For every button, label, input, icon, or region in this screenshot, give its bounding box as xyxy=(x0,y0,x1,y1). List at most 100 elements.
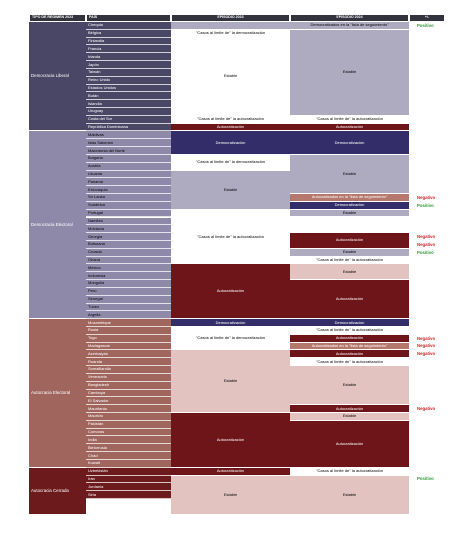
country-rusia: Rusia xyxy=(86,326,171,335)
episode-2023-segment-stable: Estable xyxy=(171,475,290,515)
country-eslovaquia: Eslovaquia xyxy=(86,186,171,195)
country-camboya: Camboya xyxy=(86,389,171,398)
change-positive: Positivo xyxy=(417,22,434,28)
episode-2024-segment-autocratization: Autocratización xyxy=(290,280,409,320)
episode-2023-segment-stable: Estable xyxy=(171,37,290,116)
country-japon: Japón xyxy=(86,61,171,69)
header-change: +/- xyxy=(409,14,445,22)
episode-2024-segment-stable: Estable xyxy=(290,29,409,116)
country-togo: Togo xyxy=(86,334,171,343)
episode-2024-segment-near-limit-autocratization: "Casos al límite de" la autocratización xyxy=(290,358,409,367)
country-peru: Perú xyxy=(86,287,171,296)
header-country: PAÍS xyxy=(86,14,171,22)
episode-2024-segment-watchlist-democratized: Democratizados en la "lista de seguimien… xyxy=(290,22,409,30)
country-georgia: Georgia xyxy=(86,233,171,241)
country-moldavia: Moldavia xyxy=(86,225,171,234)
country-butan: Bután xyxy=(86,92,171,101)
country-azerbaiyan: Azerbaiyán xyxy=(86,350,171,359)
country-estados-unidos: Estados Unidos xyxy=(86,84,171,93)
change-positive: Positivo xyxy=(417,476,434,482)
country-islandia: Islandia xyxy=(86,100,171,108)
country-mexico: México xyxy=(86,264,171,273)
country-bielorrusia: Bielorrusia xyxy=(86,444,171,453)
country-siria: Siria xyxy=(86,491,171,499)
country-sri-lanka: Sri Lanka xyxy=(86,194,171,202)
country-lituania: Lituania xyxy=(86,170,171,179)
change-negative: Negativo xyxy=(417,241,436,247)
country-francia: Francia xyxy=(86,45,171,54)
change-negative: Negativo xyxy=(417,194,436,200)
country-indonesia: Indonesia xyxy=(86,272,171,281)
episode-2023-segment-near-limit-autocratization: "Casos al límite de" la autocratización xyxy=(171,115,290,124)
episode-2023-segment-stable: Estable xyxy=(171,170,290,210)
country-ruanda: Ruanda xyxy=(86,358,171,367)
episode-2024-segment-near-limit-autocratization: "Casos al límite de" la autocratización xyxy=(290,115,409,124)
change-positive: Positivo xyxy=(417,202,434,208)
country-portugal: Portugal xyxy=(86,209,171,218)
country-uzbekistan: Uzbekistán xyxy=(86,467,171,476)
country-croacia: Croacia xyxy=(86,248,171,257)
country-iran: Irán xyxy=(86,475,171,484)
country-kuwait: Kuwait xyxy=(86,459,171,468)
episode-2024-segment-autocratization: Autocratización xyxy=(290,233,409,249)
country-republica-dominicana: República Dominicana xyxy=(86,123,171,132)
regime-label-autocracia-electoral: Autocracia Electoral xyxy=(29,319,86,468)
episode-2023-segment-near-limit-democratization: "Casos al límite de" la democratización xyxy=(171,326,290,351)
episode-2024-segment-stable: Estable xyxy=(290,366,409,406)
episode-2024-segment-autocratization: Autocratización xyxy=(290,334,409,343)
episode-2023-segment-near-limit-democratization: "Casos al límite de" la democratización xyxy=(171,154,290,171)
country-madagascar: Madagascar xyxy=(86,342,171,351)
country-mauricio: Mauricio xyxy=(86,413,171,421)
regime-label-democracia-liberal: Democracia Liberal xyxy=(29,22,86,132)
country-finlandia: Finlandia xyxy=(86,37,171,46)
episode-2024-segment-stable: Estable xyxy=(290,154,409,195)
regime-label-democracia-electoral: Democracia Electoral xyxy=(29,131,86,320)
country-sudafrica: Sudáfrica xyxy=(86,201,171,210)
country-irlanda: Irlanda xyxy=(86,53,171,62)
episode-2024-segment-stable: Estable xyxy=(290,248,409,257)
country-austria: Austria xyxy=(86,162,171,171)
episode-2023-segment-autocratization: Autocratización xyxy=(171,123,290,132)
episode-2023-segment-autocratization: Autocratización xyxy=(171,413,290,468)
country-costa-del-sur: Costa del Sur xyxy=(86,115,171,124)
episode-2024-segment-stable: Estable xyxy=(290,209,409,218)
country-bangladesh: Bangladesh xyxy=(86,381,171,390)
header-regime: TIPO DE REGIMEN 2023 xyxy=(29,14,86,22)
country-taiwan: Taiwán xyxy=(86,68,171,77)
country-chad: Chad xyxy=(86,452,171,460)
change-negative: Negativo xyxy=(417,351,436,357)
episode-2024-segment-stable: Estable xyxy=(290,264,409,281)
episode-2023-segment-near-limit-democratization: "Casos al límite de" la democratización xyxy=(171,29,290,38)
episode-2024-segment-democratization: Democratización xyxy=(290,319,409,327)
episode-2024-segment-near-limit-autocratization: "Casos al límite de" la autocratización xyxy=(290,326,409,335)
regime-label-autocracia-cerrada: Autocracia Cerrada xyxy=(29,467,86,515)
episode-2024-segment-autocratization: Autocratización xyxy=(290,123,409,132)
change-negative: Negativo xyxy=(417,405,436,411)
country-namibia: Namibia xyxy=(86,217,171,226)
episode-2024-segment-autocratization: Autocratización xyxy=(290,405,409,413)
country-maldivas: Maldivas xyxy=(86,131,171,140)
country-ghana: Ghana xyxy=(86,256,171,265)
country-somalilandia: Somalilandia xyxy=(86,366,171,374)
header-episode-2024: EPISODIO 2024 xyxy=(290,14,409,22)
change-negative: Negativo xyxy=(417,343,436,349)
country-el-salvador: El Salvador xyxy=(86,397,171,406)
country-india: India xyxy=(86,436,171,445)
episode-2023-segment-democratization: Democratización xyxy=(171,319,290,327)
country-belgica: Bélgica xyxy=(86,29,171,38)
country-mozambique: Mozambique xyxy=(86,319,171,327)
change-negative: Negativo xyxy=(417,335,436,341)
country-argelia: Argelia xyxy=(86,311,171,320)
country-mauritania: Mauritania xyxy=(86,405,171,413)
episode-2024-segment-stable: Estable xyxy=(290,475,409,515)
episode-2023-segment-autocratization: Autocratización xyxy=(171,264,290,320)
episode-2023-segment-stable: Estable xyxy=(171,350,290,413)
country-islas-salomon: Islas Salomón xyxy=(86,139,171,148)
country-mongolia: Mongolia xyxy=(86,280,171,288)
episode-2024-segment-watchlist-autocratized: Autocratizados en la "lista de seguimien… xyxy=(290,342,409,351)
country-comoras: Comoras xyxy=(86,428,171,437)
country-senegal: Senegal xyxy=(86,295,171,304)
country-macedonia-del-norte: Macedonia del Norte xyxy=(86,147,171,155)
episode-2023-segment-blank xyxy=(171,22,290,30)
